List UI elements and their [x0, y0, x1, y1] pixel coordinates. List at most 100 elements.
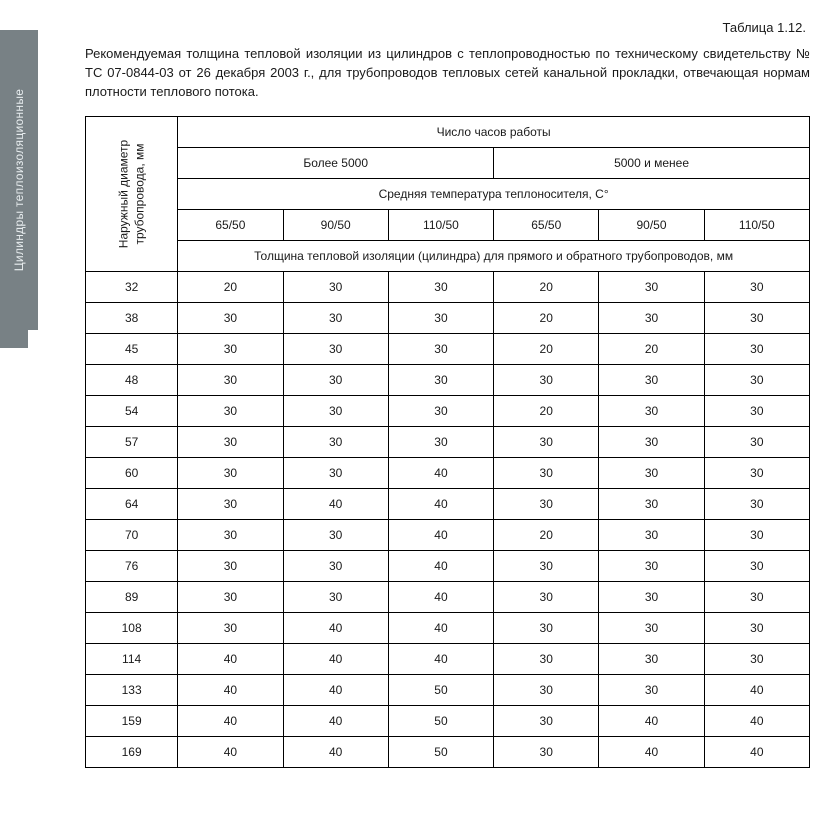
header-thickness-line: Толщина тепловой изоляции (цилиндра) для…	[178, 240, 810, 271]
cell-value: 30	[388, 364, 493, 395]
cell-value: 30	[178, 395, 283, 426]
cell-value: 30	[494, 426, 599, 457]
cell-value: 30	[388, 395, 493, 426]
cell-value: 30	[599, 395, 704, 426]
cell-value: 40	[704, 736, 809, 767]
cell-value: 30	[704, 333, 809, 364]
cell-value: 20	[494, 302, 599, 333]
table-row: 159404050304040	[86, 705, 810, 736]
cell-value: 30	[494, 674, 599, 705]
cell-value: 30	[599, 581, 704, 612]
cell-value: 30	[178, 612, 283, 643]
cell-value: 30	[283, 271, 388, 302]
table-head: Наружный диаметр трубопровода, мм Число …	[86, 116, 810, 271]
cell-value: 30	[704, 271, 809, 302]
cell-value: 30	[494, 612, 599, 643]
row-diameter: 57	[86, 426, 178, 457]
cell-value: 30	[388, 302, 493, 333]
table-row: 45303030202030	[86, 333, 810, 364]
cell-value: 20	[494, 519, 599, 550]
cell-value: 20	[494, 395, 599, 426]
table-number: Таблица 1.12.	[85, 20, 810, 35]
cell-value: 30	[494, 705, 599, 736]
cell-value: 40	[178, 736, 283, 767]
cell-value: 30	[704, 643, 809, 674]
cell-value: 40	[388, 643, 493, 674]
cell-value: 30	[494, 488, 599, 519]
cell-value: 30	[178, 581, 283, 612]
subcol-0: 65/50	[178, 209, 283, 240]
cell-value: 40	[388, 550, 493, 581]
row-diameter: 108	[86, 612, 178, 643]
cell-value: 50	[388, 736, 493, 767]
table-row: 54303030203030	[86, 395, 810, 426]
cell-value: 40	[283, 643, 388, 674]
table-row: 32203030203030	[86, 271, 810, 302]
cell-value: 30	[178, 364, 283, 395]
row-diameter: 38	[86, 302, 178, 333]
cell-value: 30	[178, 333, 283, 364]
cell-value: 30	[599, 550, 704, 581]
cell-value: 30	[283, 426, 388, 457]
row-diameter: 48	[86, 364, 178, 395]
cell-value: 30	[283, 395, 388, 426]
subcol-3: 65/50	[494, 209, 599, 240]
row-diameter: 64	[86, 488, 178, 519]
cell-value: 30	[704, 581, 809, 612]
table-caption: Рекомендуемая толщина тепловой изоляции …	[85, 45, 810, 102]
table-row: 108304040303030	[86, 612, 810, 643]
row-diameter: 70	[86, 519, 178, 550]
table-row: 70303040203030	[86, 519, 810, 550]
side-tab: Цилиндры теплоизоляционные	[0, 30, 38, 330]
cell-value: 40	[178, 705, 283, 736]
cell-value: 40	[388, 457, 493, 488]
row-diameter: 60	[86, 457, 178, 488]
cell-value: 40	[283, 705, 388, 736]
cell-value: 30	[704, 302, 809, 333]
header-hours-title: Число часов работы	[178, 116, 810, 147]
table-row: 48303030303030	[86, 364, 810, 395]
cell-value: 40	[283, 612, 388, 643]
table-row: 76303040303030	[86, 550, 810, 581]
table-row: 64304040303030	[86, 488, 810, 519]
content: Таблица 1.12. Рекомендуемая толщина тепл…	[85, 20, 810, 768]
cell-value: 30	[283, 519, 388, 550]
page: Цилиндры теплоизоляционные Таблица 1.12.…	[0, 0, 833, 828]
table-row: 133404050303040	[86, 674, 810, 705]
table-row: 60303040303030	[86, 457, 810, 488]
cell-value: 30	[599, 488, 704, 519]
row-diameter: 133	[86, 674, 178, 705]
table-row: 169404050304040	[86, 736, 810, 767]
cell-value: 40	[388, 612, 493, 643]
cell-value: 20	[494, 271, 599, 302]
table-body: 3220303020303038303030203030453030302020…	[86, 271, 810, 767]
cell-value: 30	[599, 271, 704, 302]
row-diameter: 32	[86, 271, 178, 302]
cell-value: 40	[388, 519, 493, 550]
cell-value: 30	[494, 364, 599, 395]
cell-value: 40	[599, 736, 704, 767]
cell-value: 20	[599, 333, 704, 364]
cell-value: 30	[494, 736, 599, 767]
cell-value: 30	[704, 488, 809, 519]
cell-value: 40	[283, 674, 388, 705]
cell-value: 40	[704, 674, 809, 705]
row-header-line1: Наружный диаметр	[116, 139, 130, 247]
cell-value: 40	[283, 488, 388, 519]
cell-value: 30	[599, 457, 704, 488]
cell-value: 30	[283, 302, 388, 333]
cell-value: 30	[599, 426, 704, 457]
cell-value: 30	[178, 302, 283, 333]
row-diameter: 54	[86, 395, 178, 426]
row-header-line2: трубопровода, мм	[132, 143, 146, 244]
table-row: 38303030203030	[86, 302, 810, 333]
cell-value: 50	[388, 674, 493, 705]
cell-value: 40	[178, 643, 283, 674]
cell-value: 30	[283, 581, 388, 612]
cell-value: 30	[599, 302, 704, 333]
table-row: 89303040303030	[86, 581, 810, 612]
cell-value: 30	[704, 395, 809, 426]
cell-value: 30	[283, 364, 388, 395]
cell-value: 40	[704, 705, 809, 736]
header-avg-temp: Средняя температура теплоносителя, С°	[178, 178, 810, 209]
